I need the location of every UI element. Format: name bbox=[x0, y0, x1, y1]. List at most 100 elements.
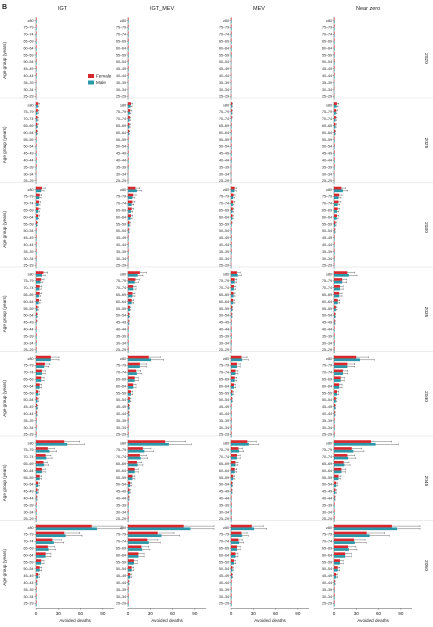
bar-IGT_MEV-2045-2-female bbox=[128, 454, 140, 457]
age-tick-Near zero-2045-7: 45–49 bbox=[322, 490, 332, 494]
age-tick-2025-8: 40–44 bbox=[24, 158, 34, 162]
age-tick-MEV-2030-7: 45–49 bbox=[219, 236, 229, 240]
bar-IGT-2045-9-male bbox=[36, 505, 37, 508]
age-tick-IGT_MEV-2030-5: 55–59 bbox=[116, 222, 126, 226]
age-tick-2020-2: 70–74 bbox=[24, 33, 34, 37]
bar-IGT_MEV-2050-2-female bbox=[128, 538, 148, 542]
bar-MEV-2020-5-female bbox=[231, 52, 232, 55]
bar-IGT-2030-9-male bbox=[36, 251, 37, 255]
x-axis-label-2: Avoided deaths bbox=[254, 618, 286, 623]
age-tick-Near zero-2030-2: 70–74 bbox=[322, 202, 332, 206]
bar-Near zero-2020-6-female bbox=[334, 59, 335, 62]
age-tick-IGT_MEV-2050-5: 55–59 bbox=[116, 560, 126, 564]
age-tick-Near zero-2025-3: 65–69 bbox=[322, 124, 332, 128]
bar-MEV-2050-11-male bbox=[231, 603, 232, 607]
age-tick-IGT_MEV-2020-3: 65–69 bbox=[116, 39, 126, 43]
bar-IGT_MEV-2020-2-female bbox=[128, 31, 129, 35]
legend-female-swatch bbox=[88, 74, 94, 78]
age-tick-Near zero-2030-0: ≥80 bbox=[326, 188, 332, 192]
bar-MEV-2050-2-female bbox=[231, 538, 239, 542]
bar-IGT_MEV-2030-9-female bbox=[128, 248, 129, 252]
age-tick-2035-2: 70–74 bbox=[24, 286, 34, 290]
bar-IGT-2030-9-female bbox=[36, 248, 37, 252]
age-tick-IGT_MEV-2040-7: 45–49 bbox=[116, 405, 126, 409]
age-tick-2045-9: 35–39 bbox=[24, 503, 34, 507]
bar-MEV-2040-11-male bbox=[231, 434, 232, 438]
age-tick-2020-4: 60–64 bbox=[24, 46, 34, 50]
bar-IGT_MEV-2045-10-male bbox=[128, 511, 129, 515]
age-tick-IGT_MEV-2030-11: 25–29 bbox=[116, 264, 126, 268]
year-label-2025: 2025 bbox=[423, 138, 429, 149]
age-tick-MEV-2020-8: 40–44 bbox=[219, 74, 229, 78]
bar-MEV-2030-4-female bbox=[231, 214, 233, 218]
bar-Near zero-2045-5-female bbox=[334, 474, 339, 478]
age-tick-2040-11: 25–29 bbox=[24, 433, 34, 437]
bar-MEV-2025-5-female bbox=[231, 136, 232, 140]
bar-MEV-2045-6-male bbox=[231, 484, 233, 488]
bar-MEV-2035-6-male bbox=[231, 315, 232, 319]
age-tick-2050-3: 65–69 bbox=[24, 546, 34, 550]
bar-Near zero-2020-8-female bbox=[334, 72, 335, 76]
age-tick-IGT_MEV-2025-10: 30–34 bbox=[116, 172, 126, 176]
age-tick-MEV-2045-2: 70–74 bbox=[219, 455, 229, 459]
bar-IGT-2040-6-female bbox=[36, 397, 38, 400]
bar-IGT-2025-8-male bbox=[36, 160, 37, 163]
age-tick-MEV-2050-10: 30–34 bbox=[219, 595, 229, 599]
age-tick-2030-0: ≥80 bbox=[28, 188, 34, 192]
bar-IGT-2040-2-male bbox=[36, 372, 42, 375]
bar-MEV-2035-10-male bbox=[231, 342, 232, 346]
bar-MEV-2020-1-male bbox=[231, 27, 232, 31]
age-tick-IGT_MEV-2045-6: 50–54 bbox=[116, 483, 126, 487]
age-tick-IGT_MEV-2030-8: 40–44 bbox=[116, 243, 126, 247]
age-tick-MEV-2030-9: 35–39 bbox=[219, 250, 229, 254]
bar-IGT-2040-7-female bbox=[36, 404, 38, 407]
age-tick-2045-3: 65–69 bbox=[24, 462, 34, 466]
bar-Near zero-2040-3-female bbox=[334, 376, 341, 380]
age-tick-IGT_MEV-2050-6: 50–54 bbox=[116, 567, 126, 571]
bar-IGT_MEV-2035-11-female bbox=[128, 347, 129, 350]
bar-Near zero-2035-11-male bbox=[334, 349, 335, 353]
age-tick-2030-9: 35–39 bbox=[24, 250, 34, 254]
x-tick-3-0: 0 bbox=[333, 611, 336, 616]
age-tick-2020-6: 50–54 bbox=[24, 60, 34, 64]
bar-Near zero-2040-10-female bbox=[334, 424, 335, 428]
age-tick-2045-4: 60–64 bbox=[24, 469, 34, 473]
bar-IGT-2030-4-female bbox=[36, 214, 39, 218]
age-tick-MEV-2045-6: 50–54 bbox=[219, 483, 229, 487]
age-tick-Near zero-2040-1: 75–79 bbox=[322, 364, 332, 368]
bar-Near zero-2025-6-male bbox=[334, 146, 335, 150]
bar-MEV-2045-5-male bbox=[231, 477, 234, 481]
bar-Near zero-2030-0-female bbox=[334, 186, 342, 190]
age-tick-Near zero-2040-2: 70–74 bbox=[322, 371, 332, 375]
bar-IGT-2030-8-female bbox=[36, 241, 37, 245]
age-tick-Near zero-2050-7: 45–49 bbox=[322, 574, 332, 578]
age-tick-MEV-2045-8: 40–44 bbox=[219, 496, 229, 500]
bar-Near zero-2045-1-male bbox=[334, 449, 354, 453]
bar-IGT-2040-10-male bbox=[36, 427, 37, 431]
col-title-3: Near zero bbox=[356, 6, 380, 12]
bar-IGT-2025-4-male bbox=[36, 132, 37, 136]
age-tick-2020-11: 25–29 bbox=[24, 95, 34, 99]
bar-MEV-2045-2-male bbox=[231, 456, 237, 460]
col-title-1: IGT_MEV bbox=[150, 6, 174, 12]
age-tick-Near zero-2040-4: 60–64 bbox=[322, 384, 332, 388]
bar-IGT_MEV-2045-9-male bbox=[128, 505, 129, 508]
bar-Near zero-2045-7-female bbox=[334, 488, 336, 492]
bar-MEV-2025-3-male bbox=[231, 125, 232, 129]
age-tick-IGT_MEV-2030-9: 35–39 bbox=[116, 250, 126, 254]
age-tick-MEV-2025-0: ≥80 bbox=[223, 103, 229, 107]
age-tick-IGT_MEV-2020-6: 50–54 bbox=[116, 60, 126, 64]
x-tick-1-0: 0 bbox=[127, 611, 130, 616]
y-axis-label-2045: Age group (years) bbox=[2, 464, 7, 501]
bar-MEV-2040-2-female bbox=[231, 369, 236, 373]
bar-IGT_MEV-2035-1-female bbox=[128, 278, 136, 281]
age-tick-Near zero-2045-11: 25–29 bbox=[322, 517, 332, 521]
age-tick-Near zero-2045-3: 65–69 bbox=[322, 462, 332, 466]
age-tick-Near zero-2035-2: 70–74 bbox=[322, 286, 332, 290]
age-tick-IGT_MEV-2045-4: 60–64 bbox=[116, 469, 126, 473]
age-tick-Near zero-2035-9: 35–39 bbox=[322, 334, 332, 338]
bar-IGT-2040-4-female bbox=[36, 383, 40, 387]
age-tick-Near zero-2030-5: 55–59 bbox=[322, 222, 332, 226]
bar-MEV-2040-10-male bbox=[231, 427, 232, 431]
bar-MEV-2045-8-male bbox=[231, 498, 232, 501]
